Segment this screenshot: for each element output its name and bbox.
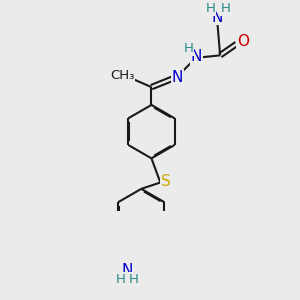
Text: S: S bbox=[160, 174, 170, 189]
Text: CH₃: CH₃ bbox=[110, 69, 134, 82]
Text: H: H bbox=[206, 2, 215, 15]
Text: N: N bbox=[172, 70, 183, 85]
Text: N: N bbox=[191, 49, 202, 64]
Text: N: N bbox=[212, 10, 223, 25]
Text: O: O bbox=[237, 34, 249, 49]
Text: H: H bbox=[183, 43, 193, 56]
Text: H: H bbox=[129, 273, 139, 286]
Text: N: N bbox=[122, 263, 133, 278]
Text: H: H bbox=[220, 2, 230, 15]
Text: H: H bbox=[116, 273, 126, 286]
